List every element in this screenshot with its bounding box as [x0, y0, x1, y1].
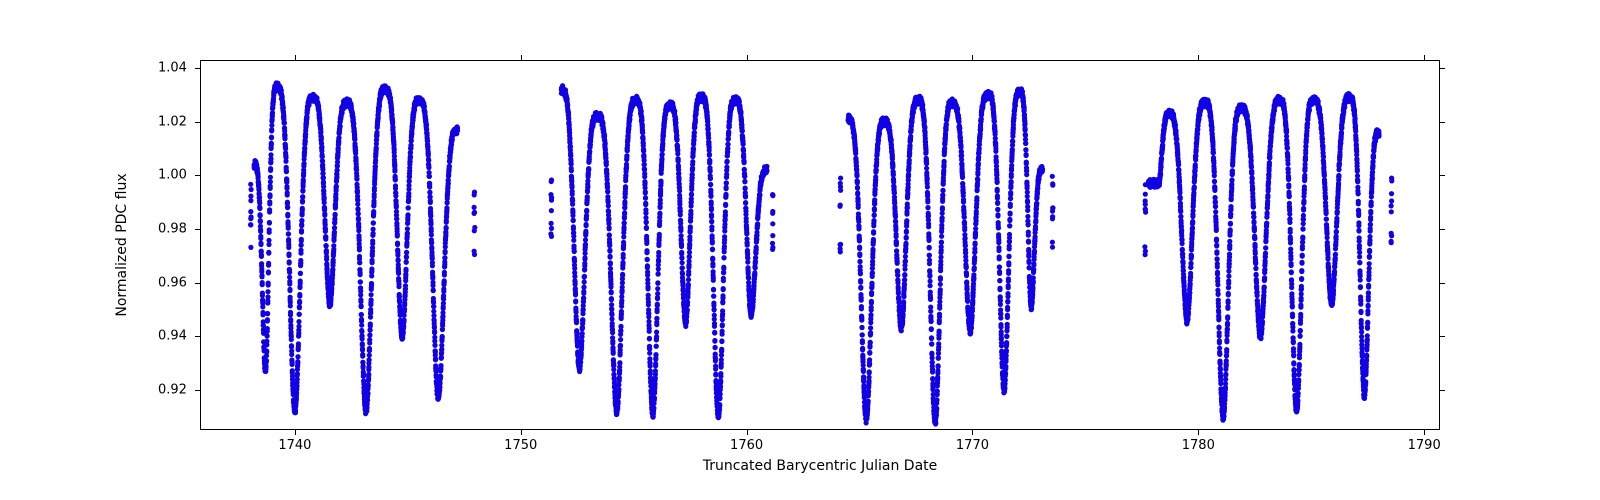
- x-tick-label: 1780: [1182, 438, 1215, 453]
- y-tick-mark: [195, 390, 200, 391]
- x-tick-label: 1760: [730, 438, 763, 453]
- x-tick-mark: [521, 55, 522, 60]
- x-axis-label: Truncated Barycentric Julian Date: [703, 458, 938, 474]
- y-tick-mark: [1440, 175, 1445, 176]
- x-tick-label: 1750: [504, 438, 537, 453]
- x-tick-label: 1740: [278, 438, 311, 453]
- x-tick-mark: [747, 55, 748, 60]
- x-tick-label: 1770: [956, 438, 989, 453]
- x-tick-mark: [295, 55, 296, 60]
- scatter-points: [200, 60, 1440, 430]
- y-tick-mark: [1440, 229, 1445, 230]
- y-tick-mark: [195, 175, 200, 176]
- y-tick-label: 1.02: [158, 114, 187, 129]
- y-tick-mark: [1440, 122, 1445, 123]
- x-tick-mark: [747, 430, 748, 435]
- y-tick-label: 1.00: [158, 168, 187, 183]
- x-tick-mark: [295, 430, 296, 435]
- y-axis-label: Normalized PDC flux: [114, 173, 130, 316]
- light-curve-chart: 1740 1750 1760 1770 1780 1790 0.92 0.94 0.96 0.98…: [0, 0, 1600, 500]
- y-tick-mark: [1440, 283, 1445, 284]
- y-tick-label: 0.98: [158, 221, 187, 236]
- x-tick-label: 1790: [1408, 438, 1441, 453]
- x-tick-mark: [1424, 55, 1425, 60]
- y-tick-mark: [1440, 336, 1445, 337]
- y-tick-mark: [195, 336, 200, 337]
- x-tick-mark: [972, 430, 973, 435]
- y-tick-mark: [195, 229, 200, 230]
- x-tick-mark: [972, 55, 973, 60]
- y-tick-mark: [1440, 68, 1445, 69]
- x-tick-mark: [1198, 55, 1199, 60]
- y-tick-mark: [195, 122, 200, 123]
- x-tick-mark: [1198, 430, 1199, 435]
- x-tick-mark: [1424, 430, 1425, 435]
- y-tick-mark: [195, 68, 200, 69]
- y-tick-label: 0.96: [158, 275, 187, 290]
- y-tick-label: 1.04: [158, 61, 187, 76]
- y-tick-label: 0.94: [158, 329, 187, 344]
- y-tick-mark: [195, 283, 200, 284]
- y-tick-mark: [1440, 390, 1445, 391]
- y-tick-label: 0.92: [158, 382, 187, 397]
- x-tick-mark: [521, 430, 522, 435]
